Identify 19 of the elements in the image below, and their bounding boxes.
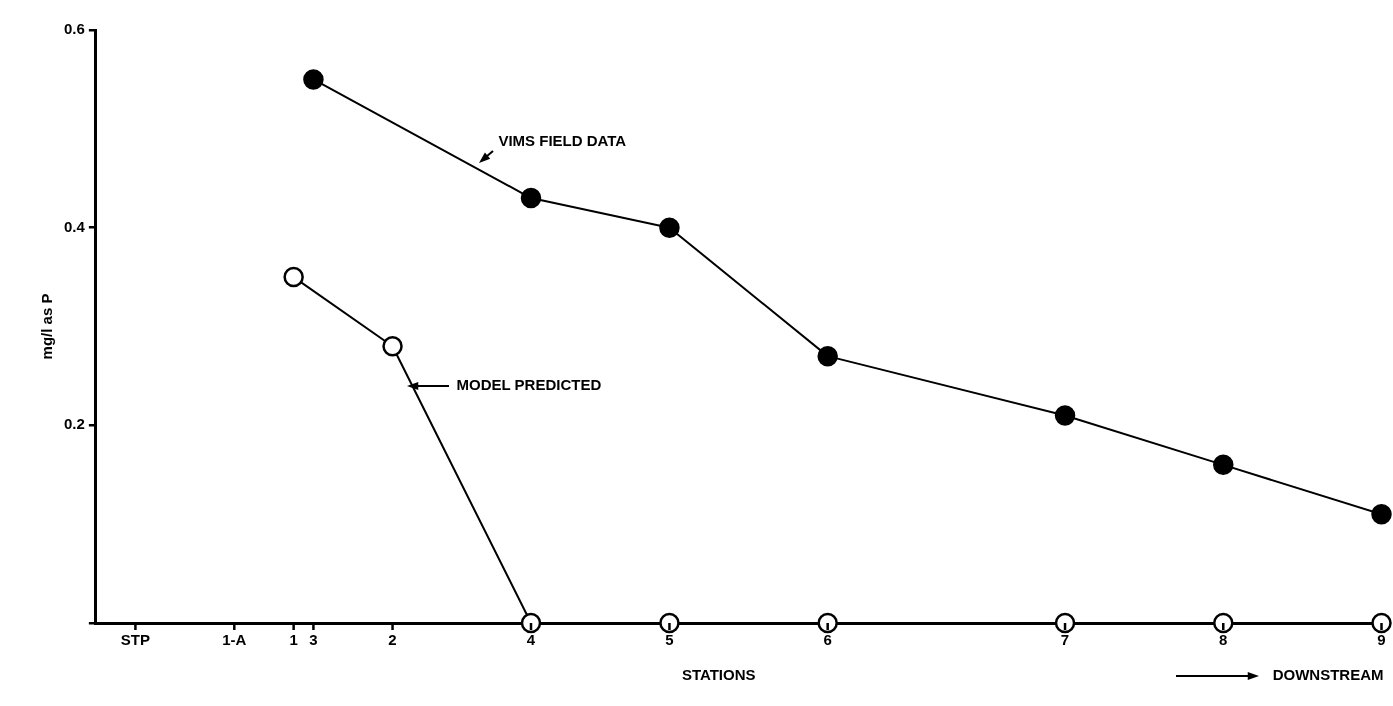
- text: DOWNSTREAM: [1272, 666, 1384, 684]
- x-tick-label: 8: [1219, 630, 1228, 648]
- series-label: VIMS FIELD DATA: [498, 131, 627, 149]
- y-tick-label: 0.6: [63, 20, 85, 38]
- x-tick-label: 5: [665, 630, 674, 648]
- x-tick-label: 2: [388, 630, 397, 648]
- x-tick-label: 4: [526, 630, 536, 648]
- y-axis-title: mg/l as P: [38, 293, 56, 360]
- x-tick-label: 3: [309, 630, 318, 648]
- x-tick-label: 1: [289, 630, 298, 648]
- x-tick-label: 9: [1377, 630, 1386, 648]
- x-tick-label: 6: [823, 630, 832, 648]
- y-tick-label: 0.2: [63, 415, 85, 433]
- x-axis-title: STATIONS: [681, 666, 756, 684]
- y-tick-label: 0.4: [63, 217, 86, 235]
- legend-label: MODEL PREDICTED: [456, 376, 602, 394]
- x-tick-label: 7: [1060, 630, 1070, 648]
- x-tick-label: 1-A: [222, 630, 247, 648]
- x-tick-label: STP: [120, 630, 150, 648]
